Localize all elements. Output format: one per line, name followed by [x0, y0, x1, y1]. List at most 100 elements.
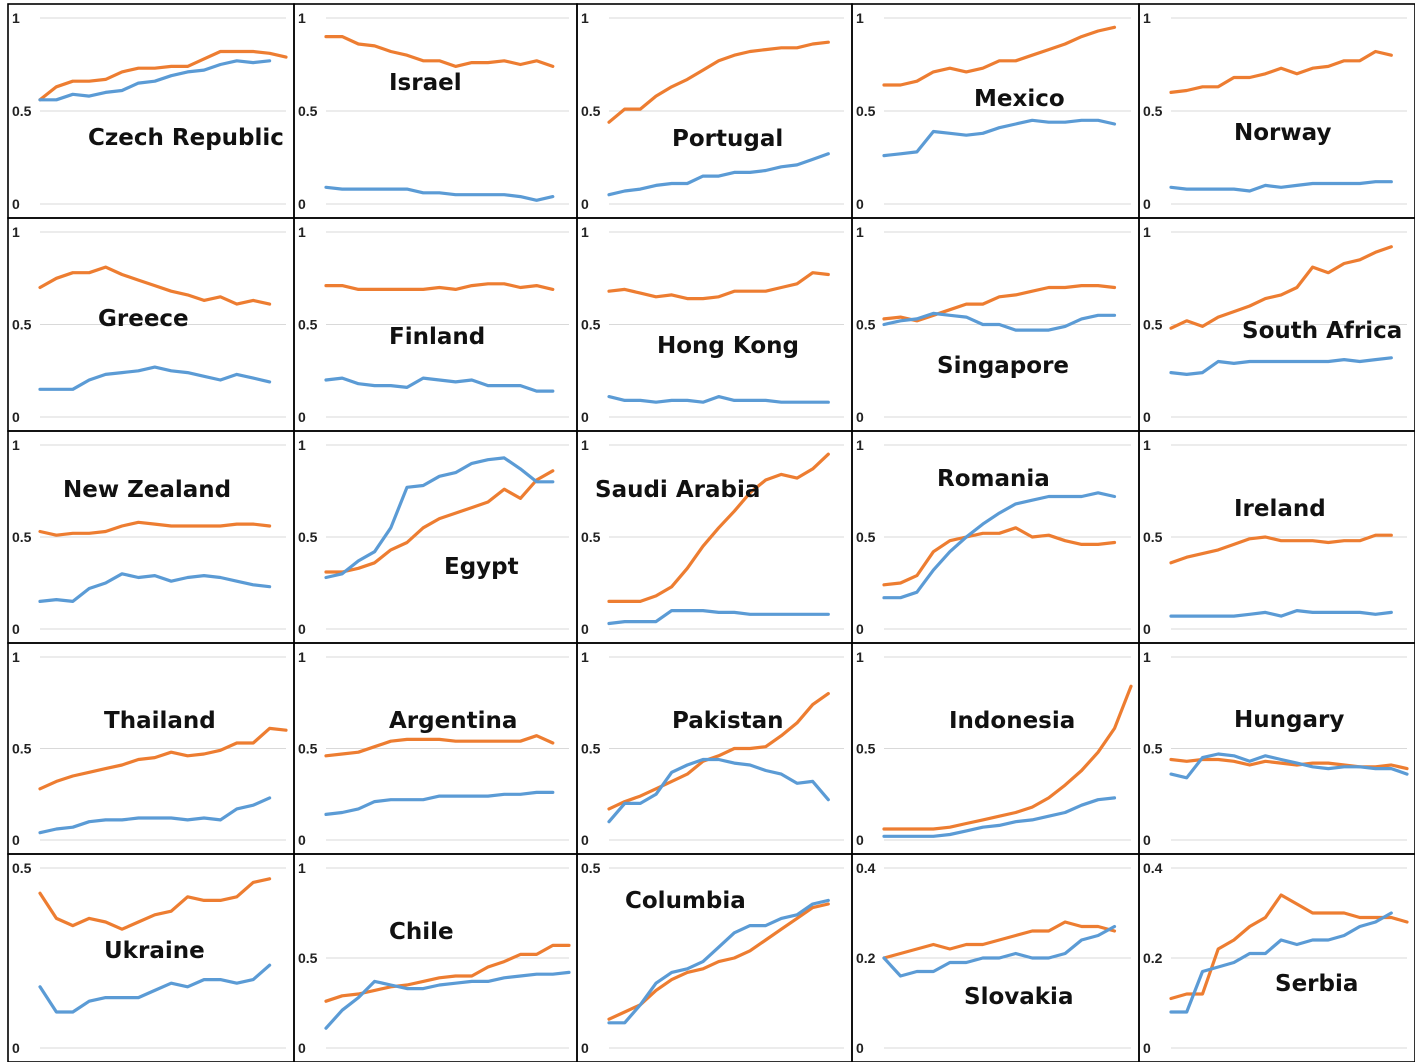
y-tick-label: 0 [298, 832, 306, 848]
chart-title: Ireland [1234, 496, 1326, 522]
series-line-blue [1169, 180, 1393, 193]
chart-title: New Zealand [63, 477, 231, 503]
series-line-orange [324, 734, 555, 758]
y-tick-label: 0 [12, 409, 20, 425]
y-tick-label: 1 [12, 437, 20, 453]
chart-title: South Africa [1242, 318, 1402, 344]
y-tick-label: 1 [856, 649, 864, 665]
chart-panel: 0 0.5 1 Argentina [293, 642, 578, 855]
chart-panel: 0 0.5 Columbia [576, 853, 853, 1062]
y-tick-label: 0.5 [581, 317, 601, 333]
chart-panel: 0 0.5 1 Czech Republic [7, 3, 295, 219]
y-tick-label: 0.5 [1143, 529, 1163, 545]
series-line-orange [38, 49, 288, 102]
series-line-blue [607, 152, 830, 197]
chart-title: Israel [389, 70, 462, 96]
chart-title: Ukraine [104, 938, 205, 964]
chart-title: Norway [1234, 120, 1331, 146]
series-line-orange [607, 271, 830, 301]
chart-title: Romania [937, 466, 1050, 492]
chart-panel: 0 0.5 1 Hungary [1138, 642, 1415, 855]
chart-title: Argentina [389, 708, 517, 734]
chart-panel: 0 0.5 1 Ireland [1138, 430, 1415, 644]
series-line-blue [882, 118, 1117, 158]
chart-title: Finland [389, 324, 485, 350]
y-tick-label: 0.4 [856, 860, 876, 876]
y-tick-label: 0 [1143, 832, 1151, 848]
y-tick-label: 0.5 [12, 860, 32, 876]
series-line-blue [38, 963, 272, 1014]
y-tick-label: 1 [1143, 224, 1151, 240]
y-tick-label: 1 [298, 10, 306, 26]
y-tick-label: 0 [581, 621, 589, 637]
chart-title: Serbia [1275, 971, 1358, 997]
y-tick-label: 0 [12, 832, 20, 848]
series-line-orange [882, 920, 1117, 960]
chart-panel: 0 0.5 1 Egypt [293, 430, 578, 644]
series-line-orange [38, 520, 272, 537]
y-tick-label: 0.5 [298, 103, 318, 119]
chart-title: Thailand [104, 708, 216, 734]
y-tick-label: 0 [1143, 1040, 1151, 1056]
y-tick-label: 0 [12, 621, 20, 637]
panel-border [576, 853, 853, 1062]
y-tick-label: 0.5 [856, 103, 876, 119]
series-line-orange [607, 40, 830, 124]
series-line-orange [607, 452, 830, 604]
chart-panel: 0 0.2 0.4 Slovakia [851, 853, 1140, 1062]
series-line-blue [1169, 608, 1393, 618]
series-line-blue [607, 608, 830, 626]
y-tick-label: 0 [12, 196, 20, 212]
series-line-orange [324, 943, 571, 1003]
y-tick-label: 0.2 [1143, 950, 1163, 966]
chart-panel: 0 0.5 Ukraine [7, 853, 295, 1062]
y-tick-label: 0 [12, 1040, 20, 1056]
series-line-blue [607, 757, 830, 824]
y-tick-label: 0.5 [856, 317, 876, 333]
y-tick-label: 0 [298, 621, 306, 637]
y-tick-label: 1 [1143, 10, 1151, 26]
y-tick-label: 0.5 [856, 529, 876, 545]
y-tick-label: 1 [856, 10, 864, 26]
series-line-orange [1169, 533, 1393, 565]
chart-panel: 0 0.5 1 Portugal [576, 3, 853, 219]
chart-panel: 0 0.5 1 Indonesia [851, 642, 1140, 855]
y-tick-label: 0 [298, 196, 306, 212]
chart-title: Hungary [1234, 707, 1344, 733]
y-tick-label: 1 [1143, 437, 1151, 453]
y-tick-label: 0 [581, 832, 589, 848]
series-line-blue [38, 59, 272, 102]
y-tick-label: 1 [856, 437, 864, 453]
y-tick-label: 0 [1143, 196, 1151, 212]
chart-title: Saudi Arabia [595, 477, 760, 503]
y-tick-label: 1 [298, 224, 306, 240]
series-line-blue [38, 796, 272, 835]
series-line-orange [1169, 49, 1393, 95]
y-tick-label: 0.2 [856, 950, 876, 966]
chart-panel: 0 0.5 1 Greece [7, 217, 295, 432]
series-line-blue [38, 572, 272, 604]
chart-title: Hong Kong [657, 333, 799, 359]
y-tick-label: 0.5 [581, 741, 601, 757]
chart-title: Czech Republic [88, 125, 284, 151]
series-line-blue [324, 376, 555, 393]
y-tick-label: 1 [581, 224, 589, 240]
series-line-orange [1169, 245, 1393, 330]
chart-title: Portugal [672, 126, 783, 152]
series-line-orange [882, 684, 1133, 831]
chart-panel: 0 0.5 1 Saudi Arabia [576, 430, 853, 644]
series-line-blue [1169, 356, 1393, 376]
y-tick-label: 0.4 [1143, 860, 1163, 876]
chart-title: Indonesia [949, 708, 1075, 734]
chart-panel: 0 0.5 1 New Zealand [7, 430, 295, 644]
chart-panel: 0 0.5 1 Finland [293, 217, 578, 432]
series-line-blue [324, 456, 555, 580]
panel-border [1138, 853, 1415, 1062]
series-line-blue [324, 185, 555, 202]
y-tick-label: 0 [856, 196, 864, 212]
series-line-orange [607, 691, 830, 811]
chart-panel: 0 0.5 1 Mexico [851, 3, 1140, 219]
y-tick-label: 0.5 [581, 529, 601, 545]
y-tick-label: 0 [856, 1040, 864, 1056]
